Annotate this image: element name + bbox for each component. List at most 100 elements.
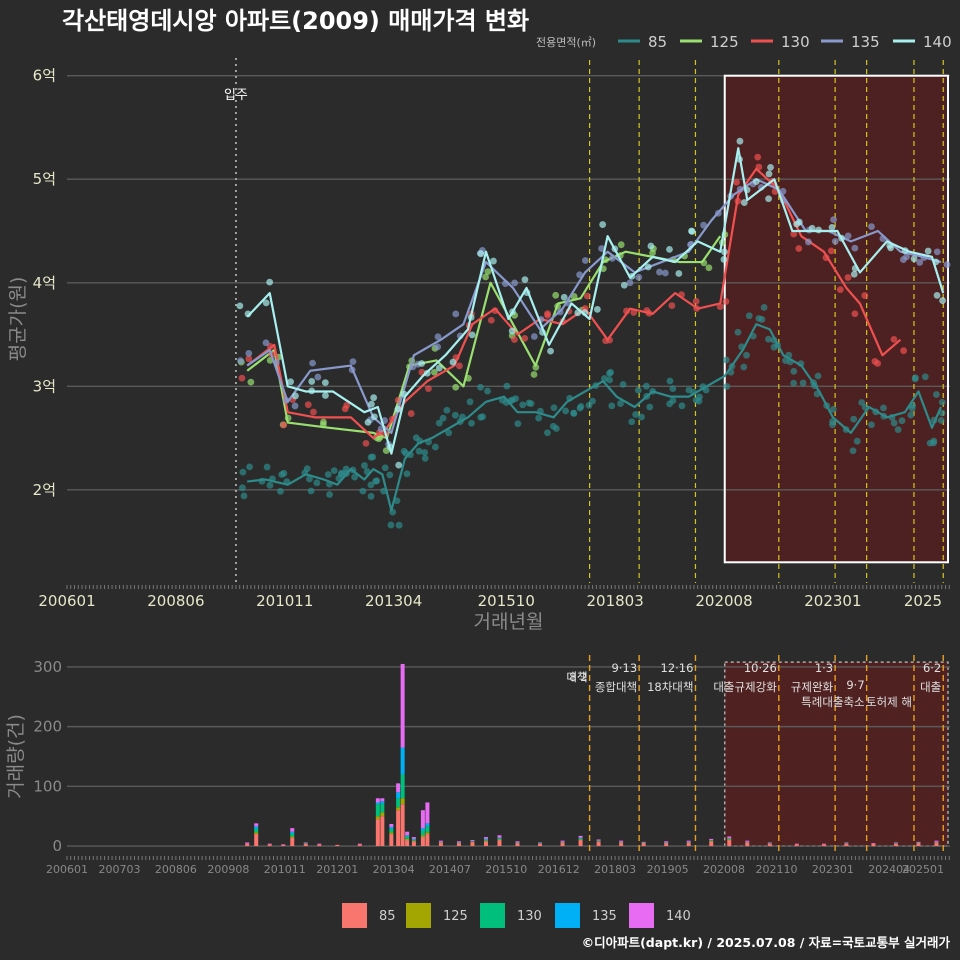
data-point xyxy=(626,279,634,287)
volume-bar-125 xyxy=(727,839,732,841)
data-point xyxy=(403,470,411,478)
x-tick-label: 201011 xyxy=(256,592,313,610)
volume-bar-140 xyxy=(686,840,691,842)
volume-bar-140 xyxy=(267,843,272,845)
data-point xyxy=(341,405,349,413)
data-point xyxy=(745,312,753,320)
volume-bar-130 xyxy=(560,841,565,843)
volume-bar-130 xyxy=(483,839,488,841)
legend-title: 전용면적(㎡) xyxy=(536,36,596,49)
volume-bar-125 xyxy=(578,839,583,841)
volume-bar-130 xyxy=(709,840,714,841)
data-point xyxy=(415,447,423,455)
data-point xyxy=(836,286,844,294)
volume-legend-label-130: 130 xyxy=(517,909,542,924)
volume-bar-125 xyxy=(396,807,401,811)
data-point xyxy=(723,383,731,390)
volume-bar-130 xyxy=(375,804,380,817)
data-point xyxy=(511,279,519,287)
volume-bar-85 xyxy=(303,843,308,847)
data-point xyxy=(850,270,858,278)
data-point xyxy=(550,404,558,412)
volume-bar-85 xyxy=(396,810,401,847)
data-point xyxy=(521,276,529,284)
data-point xyxy=(943,261,951,269)
volume-bar-140 xyxy=(303,842,308,844)
data-point xyxy=(720,256,728,263)
volume-legend-swatch-125 xyxy=(406,903,431,928)
volume-bar-125 xyxy=(400,798,405,805)
data-point xyxy=(736,137,744,145)
data-point xyxy=(907,411,915,419)
volume-bar-85 xyxy=(641,843,646,847)
volume-x-tick-label: 200908 xyxy=(207,863,249,876)
data-point xyxy=(790,367,798,375)
data-point xyxy=(666,377,674,385)
volume-legend-swatch-135 xyxy=(555,903,580,928)
volume-bar-85 xyxy=(821,844,826,847)
data-point xyxy=(898,417,906,425)
data-point xyxy=(649,249,656,257)
volume-bar-130 xyxy=(254,828,259,833)
data-point xyxy=(722,356,730,364)
data-point xyxy=(910,255,918,263)
data-point xyxy=(434,333,442,341)
x-tick-label: 200601 xyxy=(38,592,95,610)
volume-legend-swatch-85 xyxy=(342,903,367,928)
data-point xyxy=(246,463,253,471)
data-point xyxy=(827,247,835,255)
volume-bar-130 xyxy=(745,841,750,843)
volume-bar-125 xyxy=(497,839,502,841)
volume-bar-125 xyxy=(709,840,714,842)
data-point xyxy=(369,453,377,461)
volume-bar-135 xyxy=(290,831,295,834)
data-point xyxy=(608,402,616,410)
volume-bar-85 xyxy=(375,819,380,847)
data-point xyxy=(765,335,772,343)
volume-bar-85 xyxy=(916,843,921,847)
volume-bar-130 xyxy=(538,843,543,844)
series-line xyxy=(246,178,942,434)
volume-bar-140 xyxy=(438,840,443,842)
data-point xyxy=(532,363,540,371)
volume-x-tick-label: 202110 xyxy=(756,863,798,876)
volume-x-tick-label: 201407 xyxy=(429,863,471,876)
volume-bar-85 xyxy=(335,844,340,847)
volume-bar-130 xyxy=(934,841,939,843)
volume-bar-135 xyxy=(411,838,416,840)
data-point xyxy=(372,477,380,485)
volume-x-tick-label: 202404 xyxy=(868,863,910,876)
volume-bar-140 xyxy=(641,841,646,843)
data-point xyxy=(844,232,852,240)
data-point xyxy=(445,429,453,437)
data-point xyxy=(303,465,311,473)
data-point xyxy=(560,293,568,301)
data-point xyxy=(240,492,248,500)
volume-legend: 85 125 130 135 140 xyxy=(342,903,691,928)
volume-bar-130 xyxy=(400,774,405,799)
data-point xyxy=(646,403,654,411)
y-tick-label: 4억 xyxy=(33,274,56,292)
volume-bar-85 xyxy=(420,837,425,847)
x-tick-label: 200806 xyxy=(147,592,204,610)
data-point xyxy=(585,401,593,409)
data-point xyxy=(367,481,375,489)
volume-bar-85 xyxy=(317,844,322,847)
data-point xyxy=(634,386,642,394)
data-point xyxy=(733,178,740,186)
volume-bar-130 xyxy=(303,843,308,844)
volume-bar-140 xyxy=(596,839,601,841)
volume-bar-130 xyxy=(596,840,601,842)
data-point xyxy=(381,464,389,472)
data-point xyxy=(435,364,443,372)
data-point xyxy=(395,521,403,529)
data-point xyxy=(890,419,898,427)
data-point xyxy=(894,426,902,433)
volume-bar-130 xyxy=(380,803,385,813)
data-point xyxy=(418,360,426,367)
x-tick-label: 202008 xyxy=(695,592,752,610)
data-point xyxy=(668,302,676,309)
data-point xyxy=(933,248,941,256)
data-point xyxy=(262,339,270,347)
volume-x-tick-label: 201803 xyxy=(594,863,636,876)
